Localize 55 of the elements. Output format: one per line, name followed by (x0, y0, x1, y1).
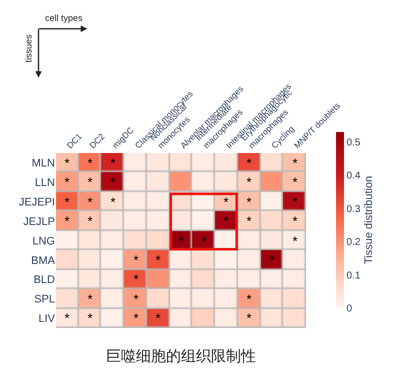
color-bar-title: Tissue distribution (362, 176, 375, 264)
data-label: * (269, 252, 275, 268)
y-tick-label: BMA (31, 254, 56, 267)
text: 巨噬细胞的组织限制性 (106, 348, 256, 365)
text: tissues (24, 34, 34, 62)
data-label: * (246, 292, 252, 307)
data-label: * (246, 156, 252, 171)
data-label: * (292, 234, 298, 249)
data-label: * (133, 272, 139, 287)
data-label: * (64, 214, 70, 229)
data-label: * (246, 214, 252, 229)
data-label: * (133, 252, 139, 268)
data-label: * (87, 156, 93, 171)
data-label: * (201, 234, 207, 249)
data-label: * (110, 194, 116, 210)
data-label: * (64, 174, 70, 190)
data-label: * (64, 310, 70, 326)
color-bar-label: 0.4 (346, 170, 361, 182)
data-label: * (223, 214, 229, 229)
data-label: * (64, 156, 70, 171)
y-tick-label: SPL (34, 294, 55, 306)
y-tick-label: LNG (32, 235, 55, 248)
data-label: * (155, 310, 161, 326)
data-label: * (133, 292, 139, 307)
y-tick-label: MLN (32, 158, 56, 170)
data-label: * (87, 214, 93, 229)
color-bar-label: 0.3 (346, 204, 361, 215)
y-tick-label: LIV (38, 313, 56, 326)
y-tick-label: JEJEPI (18, 196, 55, 208)
y-tick-label: LLN (34, 177, 56, 190)
color-bar-label: 0.5 (346, 137, 361, 148)
data-label: * (246, 174, 252, 190)
data-label: * (64, 194, 70, 210)
data-label: * (246, 310, 252, 326)
y-tick-label: BLD (34, 274, 56, 286)
data-label: * (87, 194, 93, 210)
data-label: * (155, 252, 161, 268)
data-label: * (87, 174, 93, 190)
y-tick-label: JEJLP (23, 216, 55, 228)
color-bar-label: 0.1 (346, 270, 361, 282)
data-label: * (110, 156, 116, 171)
data-label: * (87, 292, 93, 307)
data-label: * (87, 310, 93, 326)
data-label: * (292, 214, 298, 229)
data-label: * (292, 194, 298, 210)
data-label: * (223, 194, 229, 210)
color-bar-label: 0 (346, 304, 352, 315)
text: cell types (45, 13, 84, 23)
data-label: * (178, 234, 184, 249)
data-label: * (292, 156, 298, 171)
data-label: * (110, 174, 116, 190)
data-label: * (246, 194, 252, 210)
data-label: * (292, 174, 298, 190)
color-bar-label: 0.2 (346, 237, 361, 248)
data-label: * (133, 310, 139, 326)
